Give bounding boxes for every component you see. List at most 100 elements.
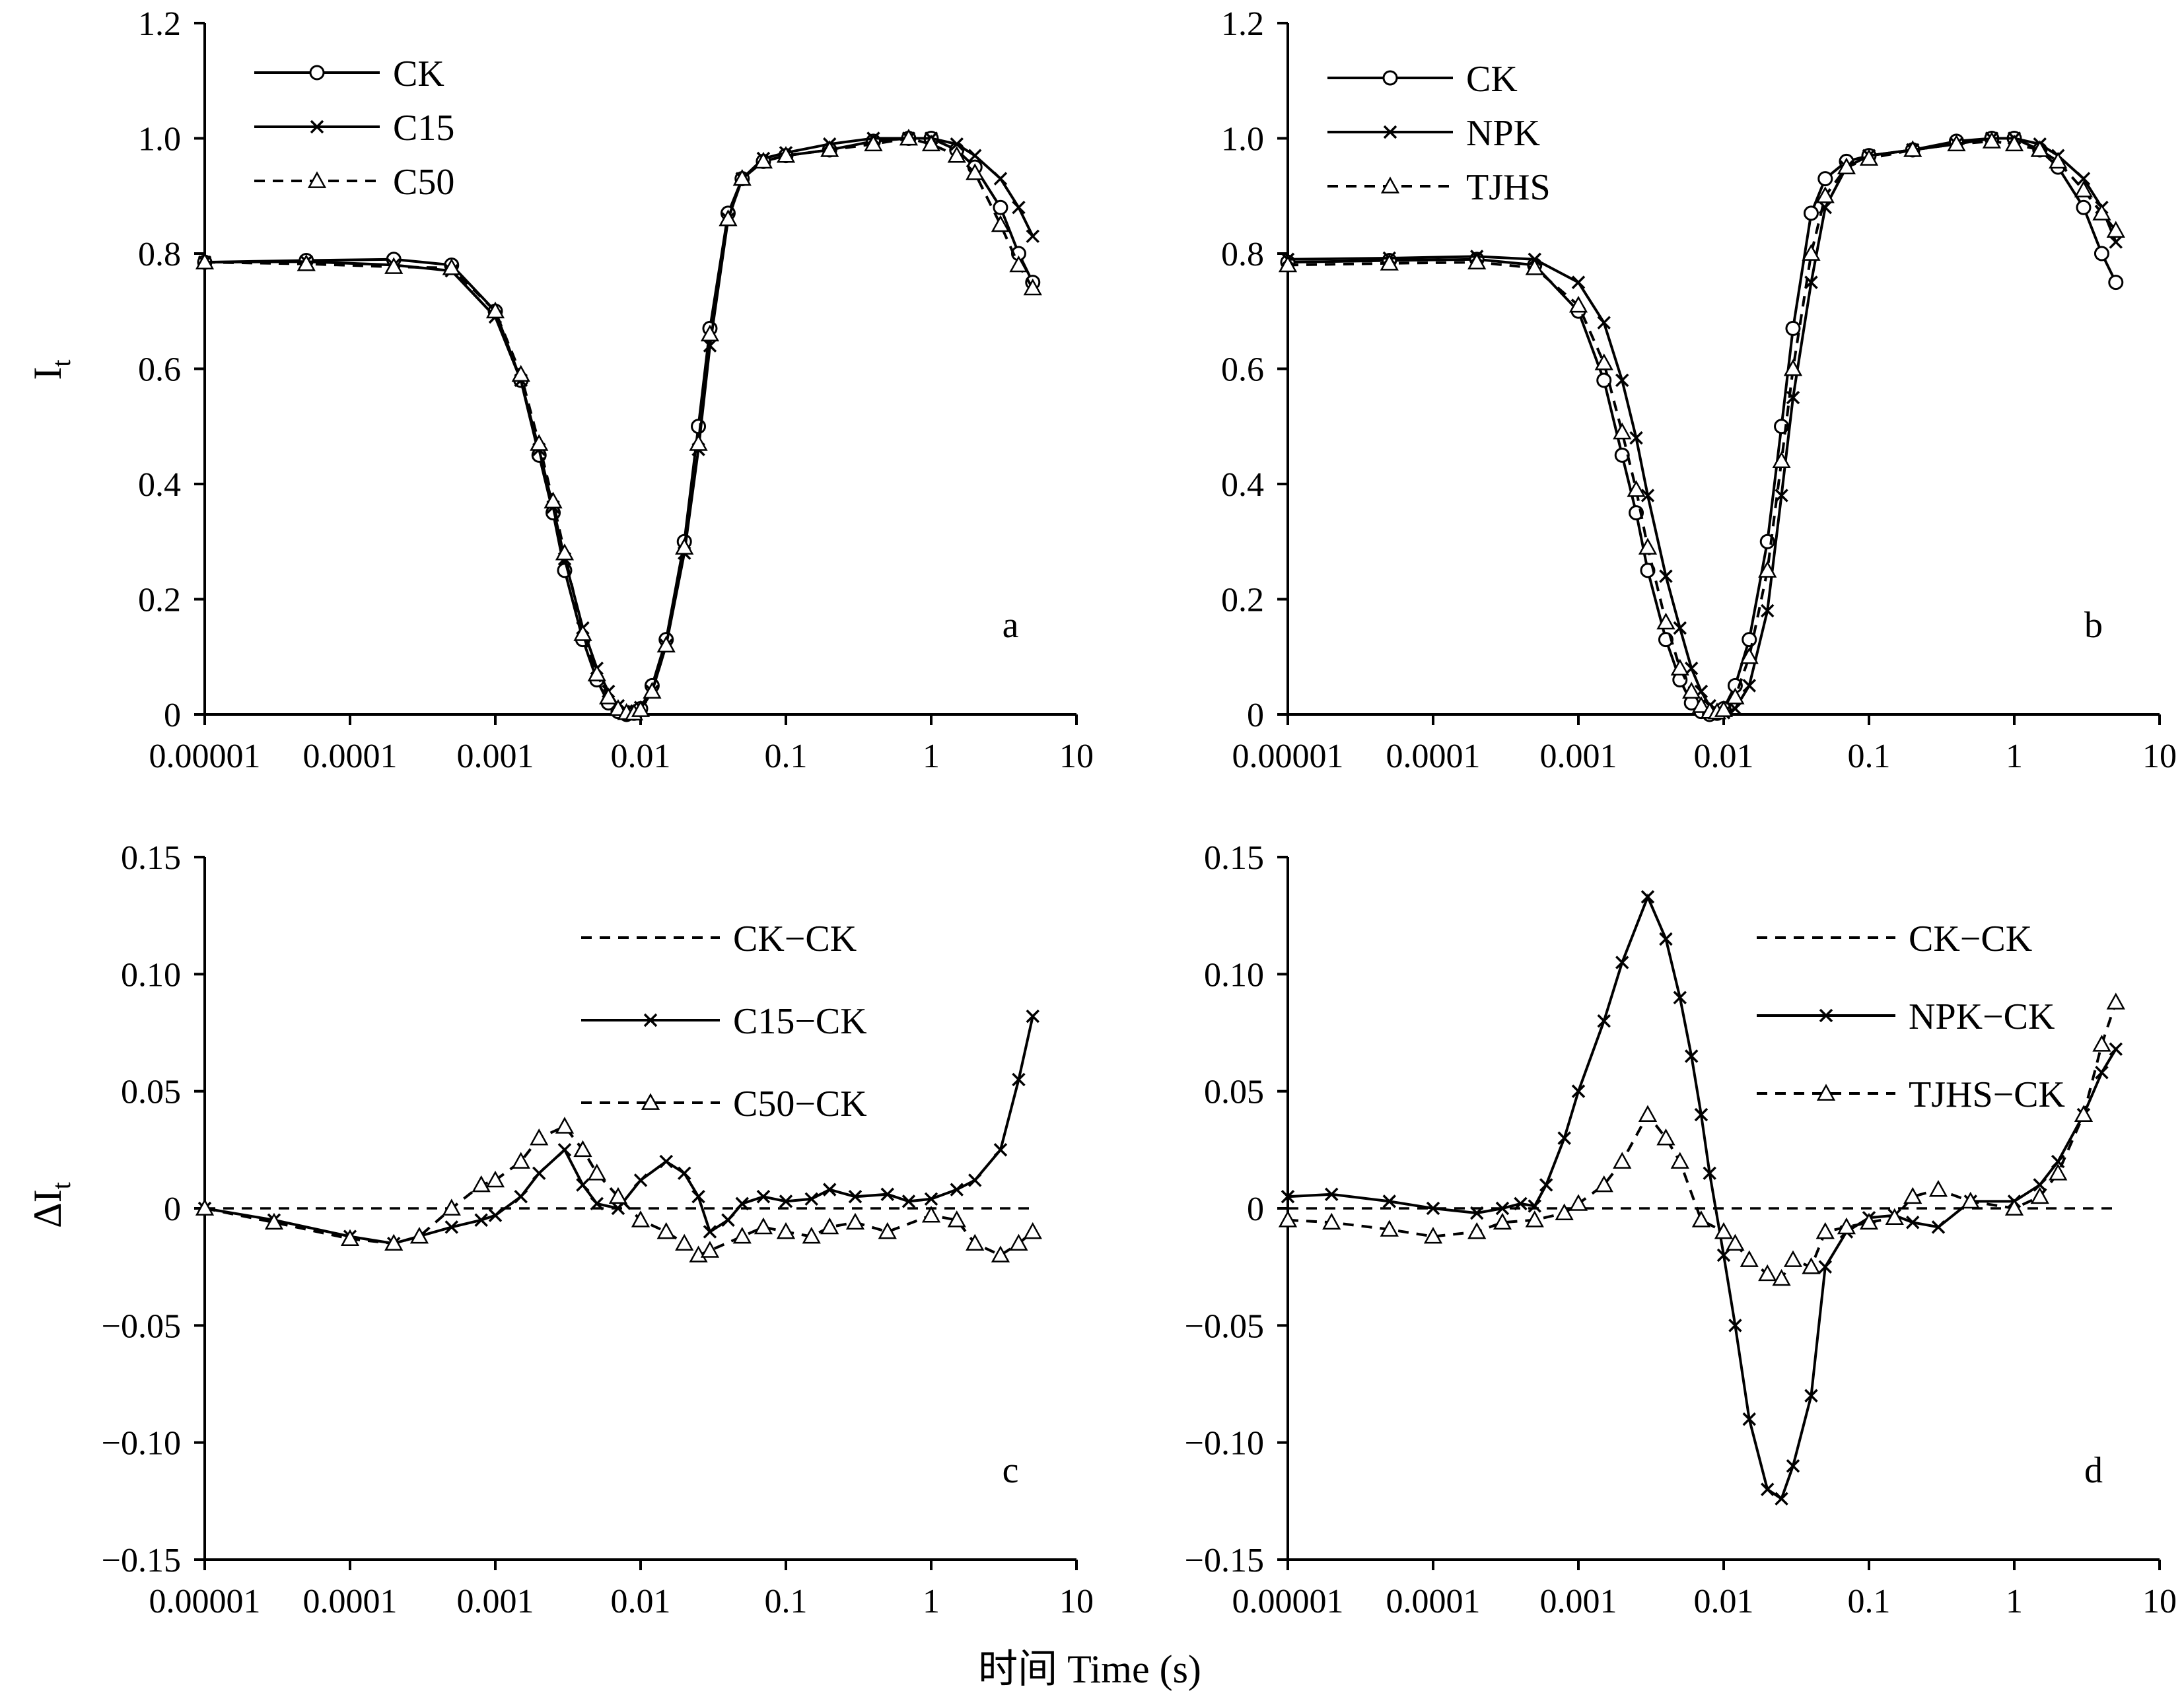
series-point xyxy=(779,1194,793,1208)
series-point xyxy=(1613,1152,1632,1169)
series-point xyxy=(864,134,883,152)
series-point xyxy=(1670,658,1689,676)
series-point xyxy=(573,624,592,641)
series-point xyxy=(1638,537,1658,555)
series-point xyxy=(2049,151,2068,169)
series-point xyxy=(1885,1208,1904,1226)
series-point xyxy=(1742,632,1757,648)
series-point xyxy=(1597,316,1611,329)
series-point xyxy=(2092,1035,2111,1052)
series-point xyxy=(1525,258,1544,275)
series-point xyxy=(514,1190,528,1204)
series-point xyxy=(1802,244,1821,261)
series-point xyxy=(1740,647,1759,664)
series-point xyxy=(1568,295,1588,313)
y-tick-label: 0 xyxy=(1247,1191,1264,1228)
legend: CK C15 C50 xyxy=(254,53,454,203)
series-point xyxy=(2092,203,2111,221)
legend-label: CK−CK xyxy=(733,918,857,959)
y-tick-label: 1.2 xyxy=(1221,5,1264,43)
series-point xyxy=(474,1213,488,1227)
x-tick-label: 0.0001 xyxy=(303,738,398,775)
series-point xyxy=(544,491,563,509)
y-tick-label: 0.2 xyxy=(1221,582,1264,619)
legend-label: NPK xyxy=(1466,113,1540,154)
legend-marker-point xyxy=(1383,125,1397,139)
series-point xyxy=(1728,1319,1742,1332)
series-point xyxy=(1026,1009,1040,1023)
x-tick-label: 1 xyxy=(2006,738,2023,775)
series-npk xyxy=(1281,131,2123,720)
x-tick-label: 10 xyxy=(2142,1583,2177,1620)
series-point xyxy=(1804,1389,1818,1402)
series-point xyxy=(1380,1220,1399,1237)
shared-x-axis-title: 时间 Time (s) xyxy=(978,1647,1201,1691)
series-point xyxy=(1703,1166,1716,1181)
series-point xyxy=(1023,278,1042,296)
series-line xyxy=(1287,137,2117,714)
series-point xyxy=(485,1170,505,1188)
series-point xyxy=(555,543,575,561)
series-c15 xyxy=(197,131,1040,718)
series-point xyxy=(195,1198,215,1216)
y-tick-label: −0.05 xyxy=(102,1307,181,1345)
series-line xyxy=(1287,139,2117,714)
x-tick-label: 0.00001 xyxy=(149,738,261,775)
series-point xyxy=(1691,1210,1711,1228)
x-tick-label: 0.1 xyxy=(1848,1583,1891,1620)
y-axis-title-a: It xyxy=(26,359,76,380)
series-point xyxy=(675,537,694,555)
series-point xyxy=(776,146,796,163)
series-point xyxy=(1594,353,1613,370)
series-point xyxy=(573,1140,592,1158)
series-point xyxy=(691,1190,705,1204)
series-point xyxy=(1514,1196,1528,1211)
series-point xyxy=(1659,569,1673,583)
series-point xyxy=(384,1233,404,1251)
series-point xyxy=(1568,1194,1588,1211)
legend-marker-point xyxy=(1819,1008,1833,1023)
series-point xyxy=(608,1187,628,1204)
series-point xyxy=(1982,131,2002,149)
y-tick-label: −0.10 xyxy=(102,1425,181,1463)
legend-marker-point xyxy=(641,1093,660,1110)
legend: CK−CK NPK−CK TJHS−CK xyxy=(1757,918,2065,1115)
legend-label: CK xyxy=(393,53,444,94)
series-point xyxy=(1786,1459,1800,1473)
series-point xyxy=(1281,1190,1295,1204)
x-tick-label: 0.01 xyxy=(611,1583,671,1620)
series-point xyxy=(700,324,720,341)
series-point xyxy=(2030,1187,2049,1204)
series-point xyxy=(802,1226,821,1244)
y-axis-title-main: I xyxy=(26,367,69,380)
series-point xyxy=(1525,1210,1544,1228)
series-point xyxy=(1742,679,1756,693)
series-point xyxy=(442,1198,461,1216)
series-point xyxy=(409,1226,429,1244)
series-point xyxy=(1571,1084,1586,1098)
series-point xyxy=(675,1233,694,1251)
legend-label: TJHS xyxy=(1466,167,1551,208)
series-point xyxy=(2109,235,2123,249)
x-tick-label: 0.1 xyxy=(1848,738,1891,775)
panel-letter: d xyxy=(2084,1450,2103,1491)
y-axis-title-sub: t xyxy=(46,359,76,366)
series-point xyxy=(2095,1066,2109,1080)
series-point xyxy=(1815,186,1835,203)
series-point xyxy=(1726,687,1745,705)
x-tick-label: 0.00001 xyxy=(1232,738,1344,775)
panel-letter: b xyxy=(2084,605,2103,646)
series-point xyxy=(1760,1482,1775,1496)
series-point xyxy=(633,1173,648,1187)
series-point xyxy=(1760,604,1775,618)
series-point xyxy=(1009,1233,1028,1251)
series-point xyxy=(1026,229,1040,244)
series-point xyxy=(950,1183,964,1196)
series-point xyxy=(1627,480,1646,497)
y-tick-label: 0.15 xyxy=(1204,839,1264,877)
series-point xyxy=(1380,254,1399,271)
series-c50 xyxy=(195,128,1042,721)
y-tick-label: 0.6 xyxy=(1221,351,1264,389)
series-point xyxy=(2004,1198,2024,1216)
series-point xyxy=(677,1166,691,1181)
